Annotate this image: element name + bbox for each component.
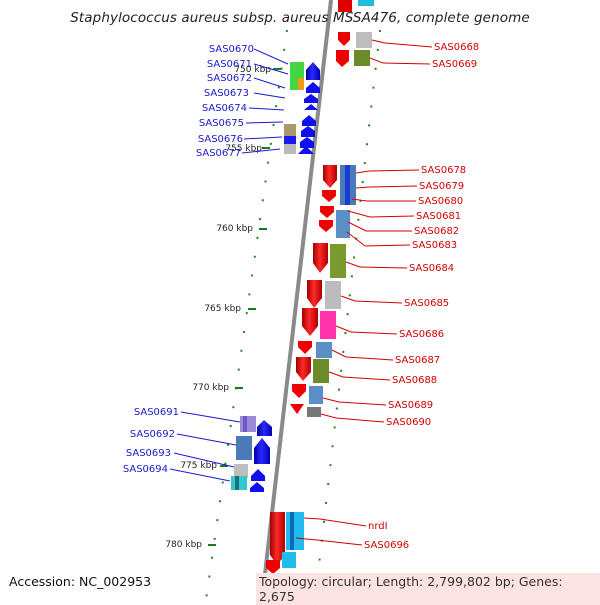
gene-label[interactable]: SAS0677 [196, 148, 241, 159]
leader-lines-right-ext [316, 42, 433, 546]
gene-label[interactable]: SAS0682 [414, 226, 459, 237]
gene-label[interactable]: SAS0693 [126, 448, 171, 459]
gene-label[interactable]: SAS0683 [412, 240, 457, 251]
gene-cluster-right-middle [290, 165, 356, 417]
gene-label[interactable]: SAS0687 [395, 355, 440, 366]
gene-labels-left: SAS0670 SAS0671 SAS0672 SAS0673 SAS0674 … [123, 44, 254, 475]
gene-label[interactable]: SAS0672 [207, 73, 252, 84]
kbp-label: 755 kbp [225, 144, 262, 154]
gene-label[interactable]: SAS0688 [392, 375, 437, 386]
kbp-label: 750 kbp [234, 65, 271, 75]
gene-cluster-top-right [336, 0, 374, 67]
gene-label[interactable]: SAS0669 [432, 59, 477, 70]
gene-label[interactable]: SAS0670 [209, 44, 254, 55]
gene-label[interactable]: SAS0684 [409, 263, 454, 274]
genome-backbone [260, 0, 333, 601]
kbp-labels: 750 kbp 755 kbp 760 kbp 765 kbp 770 kbp … [165, 65, 271, 550]
leader-lines-left [169, 48, 289, 482]
gene-label[interactable]: SAS0681 [416, 211, 461, 222]
gene-label[interactable]: SAS0686 [399, 329, 444, 340]
gc-track-left [205, 29, 288, 601]
gene-labels-right: SAS0668 SAS0669 SAS0678 SAS0679 SAS0680 … [364, 42, 479, 551]
leader-lines-right [295, 39, 386, 541]
gc-track-right [314, 29, 381, 601]
accession-text: Accession: NC_002953 [9, 574, 152, 589]
kbp-label: 775 kbp [180, 461, 217, 471]
kbp-ticks [208, 68, 281, 546]
gene-label[interactable]: SAS0671 [207, 59, 252, 70]
gene-cluster-left-top [284, 62, 320, 154]
gene-label[interactable]: SAS0696 [364, 540, 409, 551]
gene-label[interactable]: SAS0678 [421, 165, 466, 176]
kbp-label: 760 kbp [216, 224, 253, 234]
kbp-label: 765 kbp [204, 304, 241, 314]
gene-label[interactable]: SAS0691 [134, 407, 179, 418]
gene-label[interactable]: SAS0680 [418, 196, 463, 207]
gene-label[interactable]: SAS0694 [123, 464, 168, 475]
kbp-label: 770 kbp [192, 383, 229, 393]
gene-label[interactable]: SAS0675 [199, 118, 244, 129]
gene-label[interactable]: SAS0674 [202, 103, 247, 114]
gene-label[interactable]: SAS0668 [434, 42, 479, 53]
kbp-label: 780 kbp [165, 540, 202, 550]
gene-label[interactable]: SAS0689 [388, 400, 433, 411]
genome-title: Staphylococcus aureus subsp. aureus MSSA… [70, 10, 530, 26]
gene-label[interactable]: SAS0679 [419, 181, 464, 192]
gene-label[interactable]: SAS0692 [130, 429, 175, 440]
gene-label[interactable]: SAS0673 [204, 88, 249, 99]
topology-text: Topology: circular; Length: 2,799,802 bp… [256, 573, 600, 605]
gene-label[interactable]: SAS0690 [386, 417, 431, 428]
gene-label[interactable]: nrdI [368, 521, 388, 532]
gene-label[interactable]: SAS0685 [404, 298, 449, 309]
gene-label[interactable]: SAS0676 [198, 134, 243, 145]
gene-cluster-left-bottom [231, 416, 272, 492]
